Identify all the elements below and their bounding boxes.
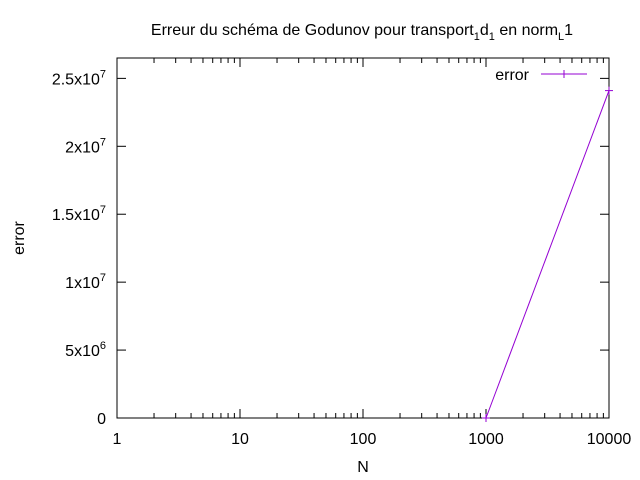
y-tick-label: 1.5x107 (52, 204, 106, 224)
y-tick-label: 1x107 (65, 272, 106, 292)
x-axis-label: N (357, 459, 369, 476)
x-tick-label: 10000 (587, 431, 632, 448)
y-tick-label: 0 (97, 411, 106, 428)
series-line-error (485, 90, 610, 419)
legend: error (495, 67, 587, 84)
y-ticks: 0 5x106 1x107 1.5x107 2x107 2.5x107 (52, 68, 609, 428)
x-tick-label: 10 (231, 431, 249, 448)
y-tick-label: 5x106 (65, 340, 106, 360)
plot-frame (116, 57, 610, 419)
y-axis-label: error (11, 220, 28, 254)
x-ticks: 1 10 100 1000 10000 (113, 58, 632, 448)
y-tick-label: 2.5x107 (52, 68, 106, 88)
legend-label-error: error (495, 67, 529, 84)
series-layer (482, 86, 613, 422)
x-tick-label: 100 (350, 431, 377, 448)
x-tick-label: 1 (113, 431, 122, 448)
x-tick-label: 1000 (468, 431, 504, 448)
y-tick-label: 2x107 (65, 136, 106, 156)
chart-title: Erreur du schéma de Godunov pour transpo… (151, 22, 573, 43)
